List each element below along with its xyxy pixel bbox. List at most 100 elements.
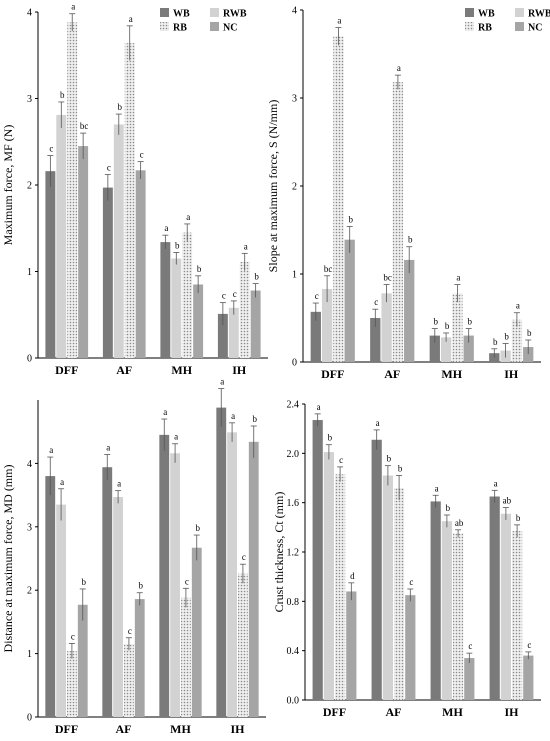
y-tick-label: 4 [27,459,32,470]
bar-wb-mh [160,242,171,358]
bar-wb-af [371,439,382,700]
bar-nc-dff [344,239,355,362]
significance-label: a [231,411,235,421]
category-label-af: AF [386,705,402,719]
bar-rb-dff [333,36,344,363]
bar-rwb-af [381,293,392,362]
y-tick-label: 3 [27,94,32,105]
significance-label: a [129,14,133,24]
significance-label: a [435,483,439,493]
legend-label-nc: NC [223,23,237,34]
legend-swatch-rwb [515,8,524,17]
significance-label: c [468,641,472,651]
y-tick-label: 1 [27,267,32,278]
bar-nc-ih [250,290,261,358]
y-tick-label: 0.0 [287,696,300,707]
bar-nc-mh [193,284,204,358]
bar-wb-af [102,187,113,358]
significance-label: bc [324,264,333,274]
significance-label: c [527,640,531,650]
significance-label: c [374,297,378,307]
legend-label-rwb: RWB [223,9,247,20]
category-label-af: AF [116,722,132,736]
significance-label: ab [455,518,464,528]
significance-label: a [376,418,380,428]
bar-rb-mh [181,597,191,717]
bar-rwb-af [113,497,123,717]
category-label-dff: DFF [321,367,344,381]
significance-label: b [254,272,259,282]
significance-label: bc [80,121,89,131]
significance-label: ab [503,496,512,506]
bar-wb-dff [312,420,323,700]
category-label-mh: MH [441,367,462,381]
bar-wb-mh [430,501,441,700]
significance-label: b [504,332,509,342]
chart-crust-thickness: 0.0 0.4 0.8 1.2 1.6 2.0 2.4 Crust thickness, Ct… [272,380,550,741]
legend-label-wb: WB [478,9,495,20]
legend-swatch-rwb [210,8,219,17]
bar-rwb-mh [171,258,182,358]
legend-label-rwb: RWB [528,9,550,20]
bar-rb-af [124,43,135,358]
significance-label: b [195,523,200,533]
bar-wb-dff [45,171,56,358]
bar-rwb-ih [227,432,237,717]
significance-label: a [494,478,498,488]
y-tick-label: 0.4 [287,646,300,657]
bar-rb-ih [511,319,523,362]
category-label-dff: DFF [55,722,78,736]
legend: WB RWB RB NC [160,8,247,34]
significance-label: c [185,576,189,586]
category-label-ih: IH [504,705,519,719]
bar-rwb-af [113,124,124,358]
legend-swatch-nc [210,22,219,31]
y-tick-label: 1 [292,270,297,281]
chart-slope-max-force: 0 1 2 3 4 Slope at maximum force, S (N/mm) c bc… [266,0,550,382]
chart-distance-max-force-svg: 0 1 2 3 4 Distance at maximum force, MD (mm) a… [1,377,266,736]
y-tick-label: 2.0 [287,449,300,460]
legend-swatch-wb [160,8,169,17]
bar-rb-mh [453,533,464,700]
bar-rwb-mh [441,521,452,700]
significance-label: b [446,503,451,513]
bar-wb-dff [310,311,321,362]
y-tick-label: 1.2 [287,548,300,559]
y-tick-label: 0.8 [287,597,300,608]
y-tick-label: 1 [27,649,32,660]
significance-label: b [348,214,353,224]
category-label-dff: DFF [55,363,78,377]
y-tick-label: 4 [292,6,297,17]
significance-label: c [107,163,111,173]
significance-label: b [467,317,472,327]
bar-rb-dff [67,22,78,358]
significance-label: c [233,289,237,299]
significance-label: b [434,317,439,327]
legend-swatch-wb [465,8,474,17]
bar-rb-mh [452,293,463,362]
category-label-ih: IH [504,367,519,381]
bar-wb-af [370,318,381,362]
bar-wb-mh [429,335,440,362]
bar-rb-dff [335,474,346,700]
bar-rb-ih [512,531,523,700]
significance-label: bc [383,273,392,283]
bar-nc-af [405,595,416,700]
bar-nc-mh [464,658,475,700]
bar-nc-ih [523,655,534,700]
bar-nc-mh [191,547,202,717]
significance-label: b [408,235,413,245]
bar-rwb-af [382,475,393,700]
category-label-mh: MH [442,705,463,719]
legend-swatch-rb [160,22,169,31]
legend-label-rb: RB [173,23,187,34]
significance-label: c [242,552,246,562]
bar-nc-mh [463,335,474,362]
significance-label: a [163,407,167,417]
bar-rb-af [392,82,404,362]
bar-wb-dff [45,476,56,717]
category-label-af: AF [384,367,400,381]
legend-label-wb: WB [173,9,190,20]
bar-rwb-dff [321,288,333,362]
